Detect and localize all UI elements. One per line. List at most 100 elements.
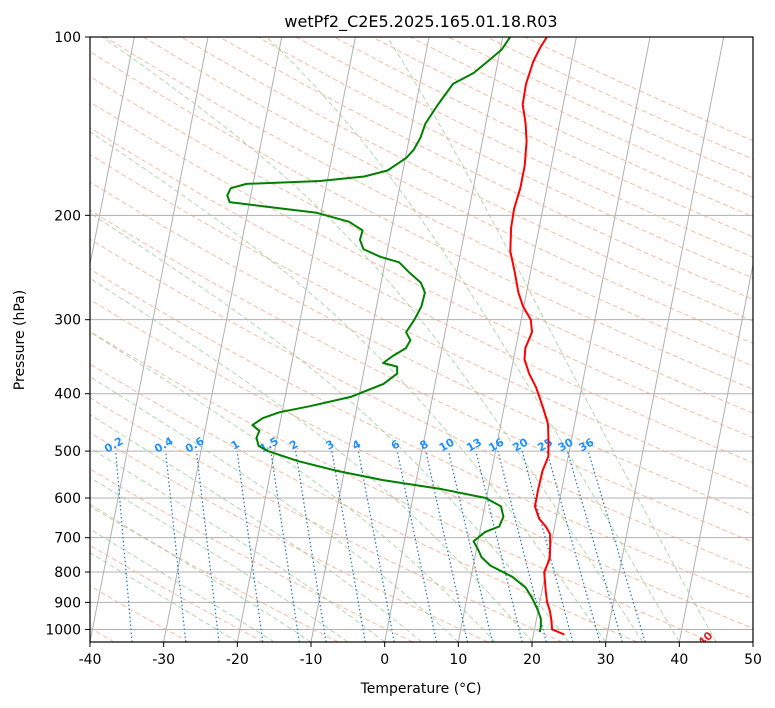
mixing-ratio-label: 8 bbox=[417, 438, 430, 453]
dry-adiabat-line bbox=[90, 505, 339, 642]
dry-adiabat-line bbox=[90, 330, 712, 642]
isotherm-line bbox=[236, 37, 356, 642]
dry-adiabat-line bbox=[90, 101, 753, 439]
isotherm-line bbox=[531, 37, 651, 642]
moist-adiabat-line bbox=[90, 376, 459, 642]
mixing-ratio-label: 30 bbox=[556, 435, 576, 454]
moist-adiabat-line bbox=[90, 212, 570, 642]
dry-adiabat-line bbox=[90, 75, 753, 414]
moist-adiabat-line bbox=[90, 131, 607, 642]
y-tick-label: 100 bbox=[54, 30, 81, 46]
dry-adiabat-line bbox=[90, 363, 638, 642]
mixing-ratio-label: 25 bbox=[535, 436, 555, 455]
y-tick-label: 800 bbox=[54, 565, 81, 581]
dry-adiabat-line bbox=[90, 153, 753, 490]
isotherm-line bbox=[163, 37, 283, 642]
chart-title: wetPf2_C2E5.2025.165.01.18.R03 bbox=[284, 12, 557, 32]
y-axis-ticks: 1000 900 800 700 600 500 400 300 200 100 bbox=[45, 30, 90, 638]
mixing-ratio-label: 20 bbox=[511, 435, 531, 454]
dry-adiabat-line bbox=[295, 37, 753, 258]
x-tick-label: -40 bbox=[79, 652, 102, 668]
moist-adiabat-line bbox=[90, 552, 238, 642]
mixing-ratio-line bbox=[566, 450, 623, 642]
moist-adiabat-line bbox=[90, 331, 496, 642]
isotherm-line bbox=[457, 37, 577, 642]
mixing-ratio-label: 3 bbox=[323, 438, 336, 453]
moist-adiabat-line bbox=[90, 476, 349, 642]
isotherm-line bbox=[90, 37, 135, 268]
y-tick-label: 1000 bbox=[45, 622, 81, 638]
mixing-ratio-label: 0.4 bbox=[152, 434, 176, 455]
background-lines bbox=[0, 37, 753, 642]
mixing-ratio-line bbox=[447, 450, 493, 642]
plot-frame bbox=[89, 36, 754, 643]
x-tick-label: -30 bbox=[152, 652, 175, 668]
temperature-profile-line bbox=[509, 37, 565, 636]
dry-adiabat-line bbox=[90, 268, 753, 600]
mixing-ratio-label: 2 bbox=[287, 438, 300, 453]
isotherm-line bbox=[0, 37, 61, 642]
x-tick-label: 40 bbox=[670, 652, 688, 668]
mixing-ratio-label: 13 bbox=[464, 436, 484, 455]
moist-adiabat-line bbox=[90, 277, 533, 642]
y-tick-label: 900 bbox=[54, 595, 81, 611]
dry-adiabat-line bbox=[90, 397, 563, 642]
x-tick-label: -20 bbox=[226, 652, 249, 668]
x-tick-label: 10 bbox=[449, 652, 467, 668]
mixing-ratio-line bbox=[425, 450, 469, 642]
x-tick-label: 0 bbox=[380, 652, 389, 668]
y-tick-label: 700 bbox=[54, 531, 81, 547]
moist-adiabat-line bbox=[90, 447, 386, 642]
dry-adiabat-line bbox=[90, 209, 753, 543]
dry-adiabat-line bbox=[219, 37, 753, 300]
isotherm-line bbox=[605, 37, 725, 642]
dry-adiabat-line bbox=[90, 544, 264, 642]
mixing-ratio-line bbox=[587, 450, 646, 642]
dry-adiabat-line bbox=[371, 37, 753, 218]
dry-adiabat-line bbox=[524, 37, 753, 142]
isotherm-line bbox=[678, 261, 753, 642]
y-tick-label: 200 bbox=[54, 208, 81, 224]
dewpoint-profile-line bbox=[226, 37, 542, 633]
moist-adiabat-line bbox=[387, 37, 717, 642]
dry-adiabat-line bbox=[90, 127, 753, 464]
mixing-ratio-line bbox=[546, 450, 601, 642]
mixing-ratio-line bbox=[521, 450, 574, 642]
moist-adiabat-line bbox=[90, 414, 422, 642]
moist-adiabat-line bbox=[266, 37, 680, 642]
x-tick-label: 30 bbox=[597, 652, 615, 668]
dry-adiabat-line bbox=[410, 37, 753, 198]
y-axis-label: Pressure (hPa) bbox=[12, 290, 28, 390]
dry-adiabat-line bbox=[90, 299, 753, 629]
mixing-ratio-line bbox=[475, 450, 523, 642]
moist-adiabat-line bbox=[90, 528, 275, 642]
dry-adiabat-line bbox=[90, 468, 414, 642]
x-tick-label: -10 bbox=[300, 652, 323, 668]
dry-adiabat-line bbox=[90, 432, 488, 642]
dry-adiabat-line bbox=[90, 238, 753, 571]
isotherm-line bbox=[752, 639, 753, 642]
x-axis-ticks: -40 -30 -20 -10 0 10 20 30 40 50 bbox=[79, 642, 762, 668]
mixing-ratio-line bbox=[270, 451, 300, 642]
dry-adiabat-line bbox=[90, 181, 753, 516]
y-tick-label: 400 bbox=[54, 387, 81, 403]
isotherm-line bbox=[90, 37, 209, 642]
mixing-ratio-line bbox=[357, 450, 395, 642]
mixing-ratio-line bbox=[195, 451, 220, 642]
x-axis-label: Temperature (°C) bbox=[360, 681, 482, 697]
x-tick-label: 20 bbox=[523, 652, 541, 668]
isotherm-line bbox=[384, 37, 504, 642]
x-tick-label: 50 bbox=[744, 652, 762, 668]
dry-adiabat-line bbox=[104, 37, 753, 367]
dry-adiabat-line bbox=[90, 50, 753, 390]
mixing-ratio-line bbox=[396, 450, 438, 642]
mixing-ratio-line bbox=[294, 451, 327, 642]
mixing-ratio-label: 10 bbox=[437, 435, 457, 454]
profile-series bbox=[226, 37, 565, 636]
dry-adiabat-label: 40 bbox=[695, 629, 715, 649]
mixing-ratio-label: 36 bbox=[577, 435, 597, 454]
mixing-ratio-label: 6 bbox=[389, 437, 402, 452]
dry-adiabat-line bbox=[448, 37, 753, 179]
